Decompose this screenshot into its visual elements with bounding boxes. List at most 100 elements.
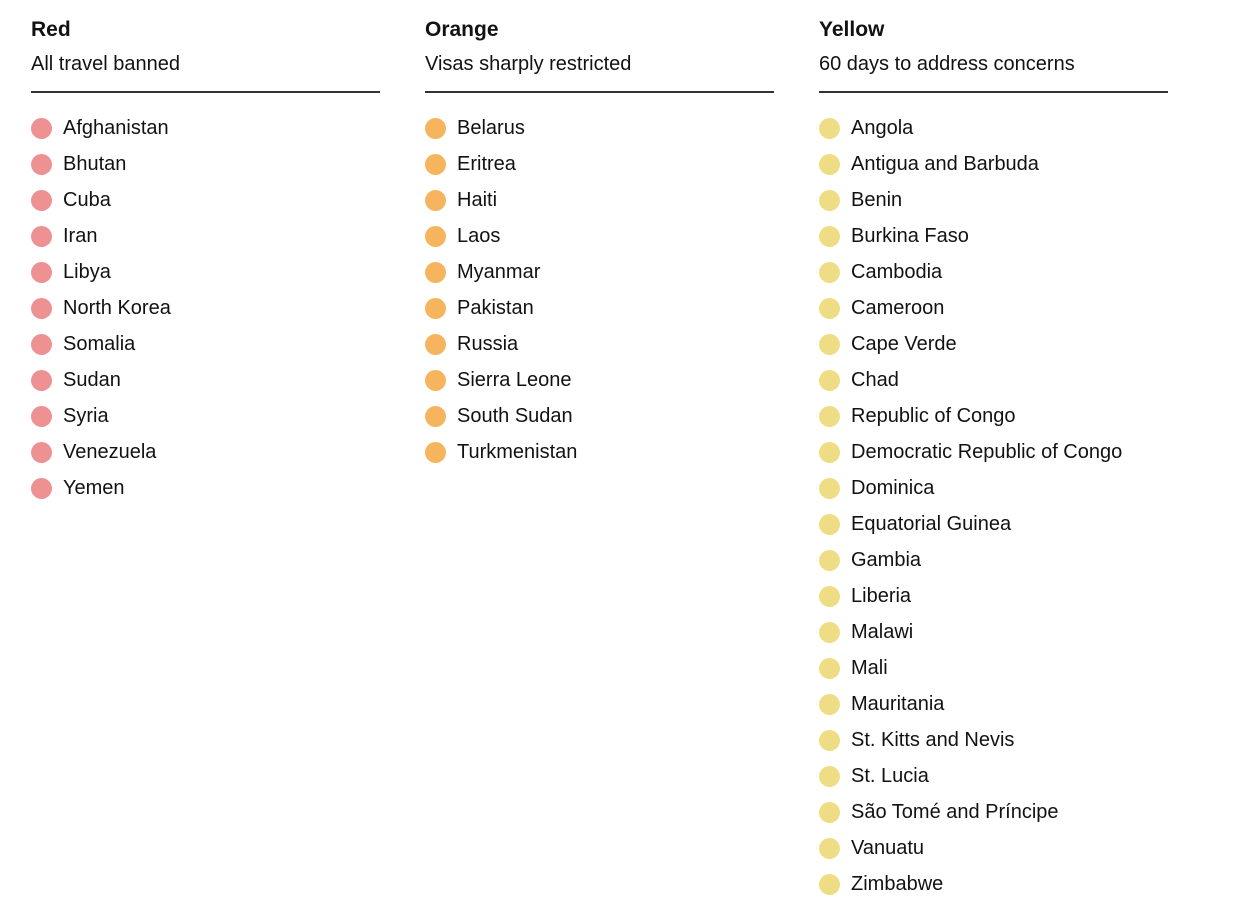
category-dot-icon bbox=[819, 261, 840, 283]
country-name: Haiti bbox=[457, 189, 498, 211]
country-name: Libya bbox=[63, 261, 111, 283]
category-dot-icon bbox=[819, 873, 840, 895]
country-name: St. Kitts and Nevis bbox=[851, 729, 1015, 751]
country-list-item: Libya bbox=[31, 254, 380, 290]
category-column: Orange Visas sharply restricted Belarus … bbox=[425, 18, 774, 470]
country-list: Angola Antigua and Barbuda Benin Burkina… bbox=[819, 110, 1168, 902]
category-dot-icon bbox=[819, 765, 840, 787]
country-list-item: Cambodia bbox=[819, 254, 1168, 290]
category-dot-icon bbox=[425, 189, 446, 211]
country-name: Cambodia bbox=[851, 261, 943, 283]
country-list-item: Eritrea bbox=[425, 146, 774, 182]
category-dot-icon bbox=[819, 405, 840, 427]
country-list-item: Syria bbox=[31, 398, 380, 434]
divider-line bbox=[819, 91, 1168, 93]
category-dot-icon bbox=[819, 117, 840, 139]
category-dot-icon bbox=[819, 513, 840, 535]
category-dot-icon bbox=[819, 549, 840, 571]
category-dot-icon bbox=[819, 153, 840, 175]
country-list-item: Mali bbox=[819, 650, 1168, 686]
country-name: Burkina Faso bbox=[851, 225, 969, 247]
country-list-item: Equatorial Guinea bbox=[819, 506, 1168, 542]
country-list-item: Sudan bbox=[31, 362, 380, 398]
country-list-item: St. Kitts and Nevis bbox=[819, 722, 1168, 758]
country-name: St. Lucia bbox=[851, 765, 929, 787]
country-list-item: St. Lucia bbox=[819, 758, 1168, 794]
category-subtitle: 60 days to address concerns bbox=[819, 53, 1075, 75]
category-dot-icon bbox=[31, 369, 52, 391]
category-dot-icon bbox=[31, 117, 52, 139]
country-name: Afghanistan bbox=[63, 117, 169, 139]
country-name: Antigua and Barbuda bbox=[851, 153, 1039, 175]
country-list-item: Malawi bbox=[819, 614, 1168, 650]
country-list-item: Somalia bbox=[31, 326, 380, 362]
country-name: Mauritania bbox=[851, 693, 945, 715]
country-list-item: Dominica bbox=[819, 470, 1168, 506]
country-name: Myanmar bbox=[457, 261, 541, 283]
country-name: Bhutan bbox=[63, 153, 127, 175]
category-dot-icon bbox=[819, 333, 840, 355]
country-list-item: Cape Verde bbox=[819, 326, 1168, 362]
country-list-item: Yemen bbox=[31, 470, 380, 506]
category-dot-icon bbox=[425, 369, 446, 391]
country-name: South Sudan bbox=[457, 405, 573, 427]
country-name: Cuba bbox=[63, 189, 111, 211]
country-list-item: São Tomé and Príncipe bbox=[819, 794, 1168, 830]
category-dot-icon bbox=[425, 405, 446, 427]
country-list-item: Mauritania bbox=[819, 686, 1168, 722]
country-list-item: Venezuela bbox=[31, 434, 380, 470]
country-name: Zimbabwe bbox=[851, 873, 944, 895]
country-list-item: Sierra Leone bbox=[425, 362, 774, 398]
country-name: Syria bbox=[63, 405, 109, 427]
category-subtitle: All travel banned bbox=[31, 53, 180, 75]
category-dot-icon bbox=[425, 333, 446, 355]
country-name: Benin bbox=[851, 189, 903, 211]
country-list-item: Haiti bbox=[425, 182, 774, 218]
country-name: Chad bbox=[851, 369, 899, 391]
country-name: Somalia bbox=[63, 333, 136, 355]
country-name: Sudan bbox=[63, 369, 121, 391]
country-list-item: Belarus bbox=[425, 110, 774, 146]
country-list: Belarus Eritrea Haiti Laos Myanmar Pakis… bbox=[425, 110, 774, 470]
country-list-item: Pakistan bbox=[425, 290, 774, 326]
category-dot-icon bbox=[31, 477, 52, 499]
country-name: Liberia bbox=[851, 585, 912, 607]
category-dot-icon bbox=[31, 405, 52, 427]
category-subtitle: Visas sharply restricted bbox=[425, 53, 632, 75]
category-dot-icon bbox=[31, 153, 52, 175]
category-dot-icon bbox=[819, 693, 840, 715]
country-list: Afghanistan Bhutan Cuba Iran Libya North… bbox=[31, 110, 380, 506]
country-name: Cameroon bbox=[851, 297, 945, 319]
country-name: Mali bbox=[851, 657, 888, 679]
category-dot-icon bbox=[819, 621, 840, 643]
country-name: Vanuatu bbox=[851, 837, 925, 859]
country-list-item: Liberia bbox=[819, 578, 1168, 614]
country-name: Belarus bbox=[457, 117, 525, 139]
category-dot-icon bbox=[819, 837, 840, 859]
category-dot-icon bbox=[819, 297, 840, 319]
category-dot-icon bbox=[425, 261, 446, 283]
country-list-item: Vanuatu bbox=[819, 830, 1168, 866]
category-dot-icon bbox=[31, 333, 52, 355]
country-list-item: Angola bbox=[819, 110, 1168, 146]
country-name: Sierra Leone bbox=[457, 369, 572, 391]
category-dot-icon bbox=[31, 297, 52, 319]
country-list-item: Democratic Republic of Congo bbox=[819, 434, 1168, 470]
country-name: North Korea bbox=[63, 297, 171, 319]
category-dot-icon bbox=[819, 729, 840, 751]
country-name: Dominica bbox=[851, 477, 935, 499]
country-name: São Tomé and Príncipe bbox=[851, 801, 1059, 823]
category-dot-icon bbox=[819, 477, 840, 499]
category-dot-icon bbox=[819, 189, 840, 211]
country-name: Republic of Congo bbox=[851, 405, 1016, 427]
country-list-item: Iran bbox=[31, 218, 380, 254]
divider-line bbox=[425, 91, 774, 93]
category-column: Red All travel banned Afghanistan Bhutan… bbox=[31, 18, 380, 506]
country-name: Eritrea bbox=[457, 153, 516, 175]
country-list-item: Zimbabwe bbox=[819, 866, 1168, 902]
category-dot-icon bbox=[819, 369, 840, 391]
country-list-item: Antigua and Barbuda bbox=[819, 146, 1168, 182]
category-dot-icon bbox=[819, 225, 840, 247]
country-list-item: Afghanistan bbox=[31, 110, 380, 146]
country-list-item: South Sudan bbox=[425, 398, 774, 434]
